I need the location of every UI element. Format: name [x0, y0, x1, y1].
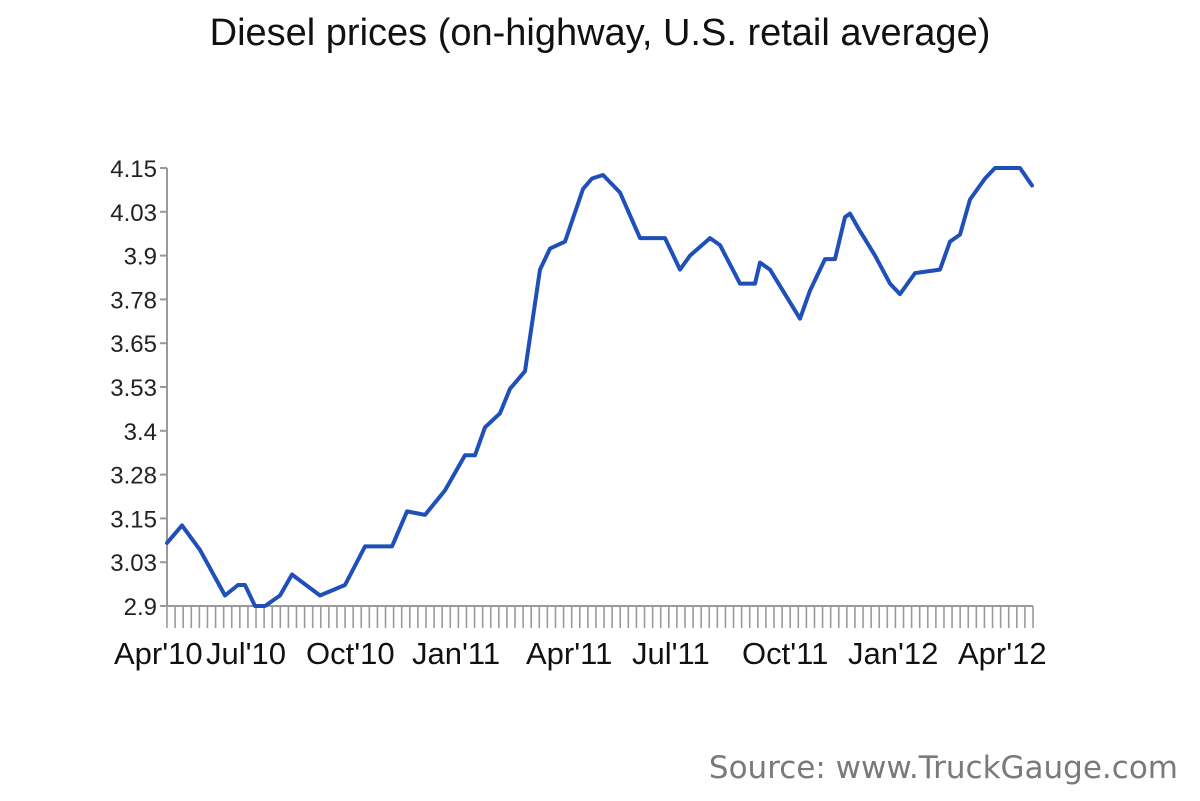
- x-tick-label: Jul'11: [632, 636, 710, 671]
- x-tick-label: Apr'10: [114, 636, 203, 671]
- x-tick-label: Oct'10: [306, 636, 395, 671]
- y-tick-label: 3.53: [110, 375, 157, 402]
- y-tick-label: 3.9: [124, 244, 157, 271]
- x-axis: Apr'10 Jul'10 Oct'10 Jan'11 Apr'11 Jul'11 Oct'…: [114, 605, 1047, 671]
- y-tick-label: 3.28: [110, 463, 157, 490]
- y-tick-label: 3.15: [110, 506, 157, 533]
- y-tick-label: 4.03: [110, 200, 157, 227]
- x-tick-label: Apr'11: [526, 636, 612, 671]
- y-axis: 4.15 4.03 3.9 3.78 3.65 3.53 3.4 3.28 3.15 3.03 2.…: [110, 156, 168, 621]
- y-tick-label: 2.9: [124, 594, 157, 621]
- chart-title: Diesel prices (on-highway, U.S. retail a…: [209, 12, 991, 54]
- source-credit: Source: www.TruckGauge.com: [708, 750, 1178, 786]
- y-tick-label: 3.65: [110, 331, 157, 358]
- x-tick-label: Jan'11: [412, 636, 500, 671]
- x-tick-label: Jul'10: [206, 636, 286, 671]
- y-tick-label: 4.15: [110, 156, 157, 183]
- y-tick-label: 3.4: [124, 419, 157, 446]
- y-tick-label: 3.03: [110, 550, 157, 577]
- x-tick-label: Jan'12: [848, 636, 938, 671]
- x-tick-label: Oct'11: [742, 636, 828, 671]
- y-tick-label: 3.78: [110, 287, 157, 314]
- price-line: [165, 166, 1034, 608]
- x-tick-label: Apr'12: [958, 636, 1047, 671]
